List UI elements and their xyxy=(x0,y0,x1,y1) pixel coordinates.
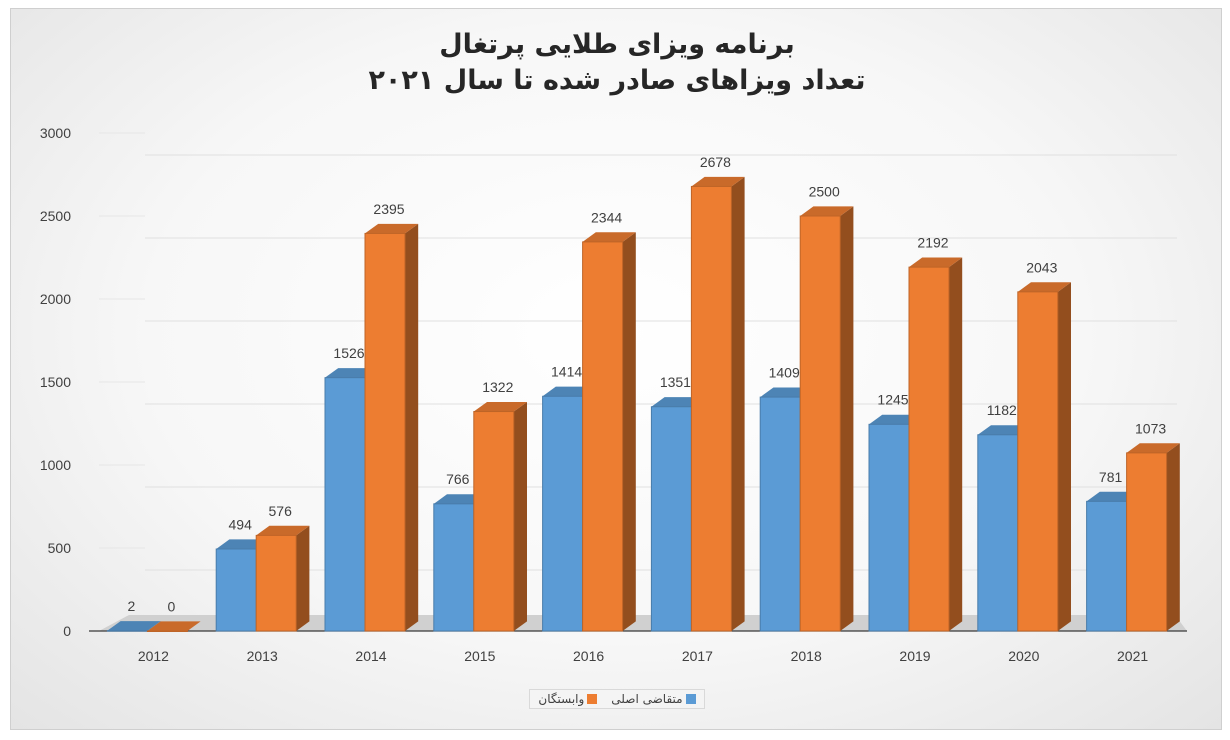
bar-side xyxy=(731,176,745,632)
bar xyxy=(1086,500,1128,632)
bar xyxy=(759,396,801,632)
data-label: 0 xyxy=(168,598,176,614)
data-label: 1322 xyxy=(482,379,513,395)
bar xyxy=(542,395,584,632)
bar-side xyxy=(1166,443,1180,631)
legend-label: وابستگان xyxy=(538,692,585,706)
bar xyxy=(977,434,1019,632)
bar-top xyxy=(1126,443,1180,453)
chart-title: برنامه ویزای طلایی پرتغال تعداد ویزاهای … xyxy=(11,27,1223,99)
data-label: 2500 xyxy=(809,183,840,199)
x-tick-label: 2017 xyxy=(682,648,713,664)
bar xyxy=(255,534,297,632)
data-label: 2043 xyxy=(1026,259,1057,275)
bar xyxy=(868,423,910,632)
bar xyxy=(650,406,692,632)
bar-top xyxy=(800,206,854,216)
legend-swatch xyxy=(587,694,598,704)
bar xyxy=(690,185,732,632)
bar xyxy=(582,241,624,632)
bar-top xyxy=(107,621,161,631)
bar-top xyxy=(1017,282,1071,292)
bar-top xyxy=(473,401,527,412)
bar-top xyxy=(582,232,636,242)
y-tick-label: 1000 xyxy=(40,457,71,473)
x-tick-label: 2016 xyxy=(573,648,604,664)
data-label: 2678 xyxy=(700,154,731,170)
bar xyxy=(324,377,366,632)
data-label: 1526 xyxy=(333,345,364,361)
legend-box: متقاضی اصلی وابستگان xyxy=(529,689,705,709)
legend-swatch xyxy=(685,694,696,704)
data-label: 2344 xyxy=(591,209,622,225)
y-tick-label: 0 xyxy=(63,623,71,639)
bar xyxy=(473,411,515,632)
bar-top xyxy=(909,257,963,268)
x-tick-label: 2013 xyxy=(247,648,278,664)
bar xyxy=(146,630,188,632)
bar-side xyxy=(405,223,419,631)
bar-side xyxy=(513,401,527,631)
bar xyxy=(433,503,475,632)
y-tick-label: 2000 xyxy=(40,291,71,307)
bar-side xyxy=(147,621,161,631)
y-tick-label: 500 xyxy=(48,540,72,556)
chart-area: برنامه ویزای طلایی پرتغال تعداد ویزاهای … xyxy=(10,8,1222,730)
x-tick-label: 2015 xyxy=(464,648,495,664)
legend-label: متقاضی اصلی xyxy=(611,692,683,706)
data-label: 1245 xyxy=(877,392,908,408)
y-tick-label: 3000 xyxy=(40,125,71,141)
chart-title-line1: برنامه ویزای طلایی پرتغال xyxy=(439,29,795,60)
legend-item: متقاضی اصلی xyxy=(611,692,696,706)
data-label: 2 xyxy=(128,598,136,614)
bar-top xyxy=(691,176,745,187)
y-tick-label: 1500 xyxy=(40,374,71,390)
bar-side xyxy=(1057,282,1071,631)
data-label: 1073 xyxy=(1135,420,1166,436)
y-tick-label: 2500 xyxy=(40,208,71,224)
x-tick-label: 2020 xyxy=(1008,648,1039,664)
bar xyxy=(1126,452,1168,632)
x-tick-label: 2018 xyxy=(791,648,822,664)
data-label: 1351 xyxy=(660,374,691,390)
bar-top xyxy=(365,223,419,234)
bar-side xyxy=(840,206,854,631)
bar-side xyxy=(296,525,310,631)
x-tick-label: 2012 xyxy=(138,648,169,664)
data-label: 2192 xyxy=(917,235,948,251)
bar-top xyxy=(256,525,310,536)
x-tick-label: 2014 xyxy=(355,648,386,664)
data-label: 1409 xyxy=(769,365,800,381)
x-tick-label: 2019 xyxy=(899,648,930,664)
bar xyxy=(1017,291,1059,632)
data-label: 781 xyxy=(1099,469,1123,485)
data-label: 766 xyxy=(446,471,470,487)
bar-top xyxy=(147,621,201,631)
bar-side xyxy=(622,232,636,631)
bar xyxy=(215,548,257,632)
bar xyxy=(364,232,406,632)
data-label: 576 xyxy=(269,503,293,519)
data-label: 2395 xyxy=(373,201,404,217)
legend: متقاضی اصلی وابستگان xyxy=(11,689,1223,709)
bar-side xyxy=(949,257,963,631)
chart-title-line2: تعداد ویزاهای صادر شده تا سال ۲۰۲۱ xyxy=(368,65,866,96)
x-tick-label: 2021 xyxy=(1117,648,1148,664)
bar xyxy=(106,630,148,632)
plot-area: 0 500 1000 1500 2000 2500 3000 2 0 2012 494 576 2013… xyxy=(40,125,1187,664)
data-label: 1182 xyxy=(987,402,1017,418)
data-label: 1414 xyxy=(551,364,582,380)
data-label: 494 xyxy=(229,516,253,532)
bar xyxy=(908,266,950,632)
legend-item: وابستگان xyxy=(538,692,598,706)
bar xyxy=(799,215,841,632)
